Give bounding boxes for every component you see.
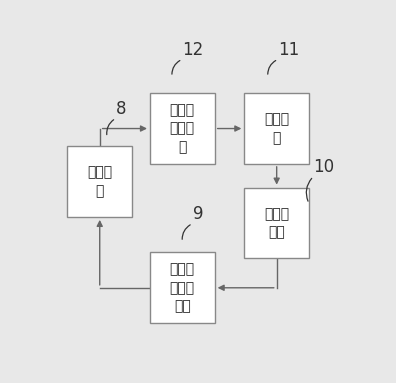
Bar <box>244 188 309 258</box>
Bar <box>244 93 309 164</box>
Text: 气压检
测控制
模块: 气压检 测控制 模块 <box>170 262 195 313</box>
Text: 微控制
器: 微控制 器 <box>87 165 112 198</box>
Text: 电磁气
阀控制
器: 电磁气 阀控制 器 <box>170 103 195 154</box>
Text: 空气压
缩机: 空气压 缩机 <box>264 207 289 239</box>
Text: 电磁气
阀: 电磁气 阀 <box>264 112 289 145</box>
Text: 8: 8 <box>116 100 126 118</box>
Text: 10: 10 <box>314 158 335 176</box>
Text: 12: 12 <box>182 41 204 59</box>
Text: 11: 11 <box>278 41 299 59</box>
Bar <box>67 146 132 217</box>
Bar <box>150 93 215 164</box>
Bar <box>150 252 215 323</box>
Text: 9: 9 <box>192 206 203 224</box>
